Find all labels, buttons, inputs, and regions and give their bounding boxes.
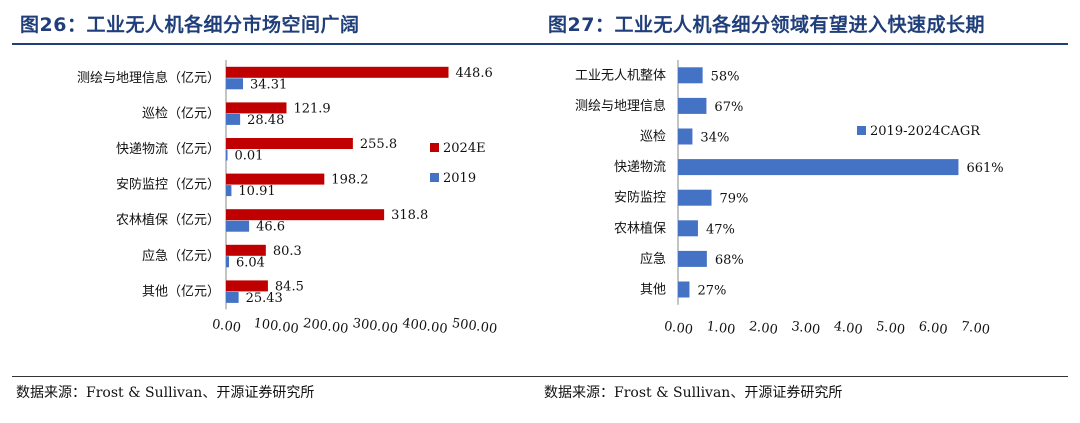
data-label: 6.04 [236, 255, 265, 270]
data-label: 80.3 [273, 244, 302, 259]
data-label: 34.31 [250, 77, 287, 92]
data-label: 47% [706, 222, 735, 237]
x-tick-label: 300.00 [352, 316, 399, 337]
x-tick-label: 0.00 [663, 319, 694, 338]
source-divider [12, 376, 540, 377]
legend-label: 2019-2024CAGR [870, 124, 981, 139]
legend-label: 2019 [443, 171, 476, 186]
data-label: 46.6 [256, 220, 285, 235]
bar-cagr [678, 220, 698, 237]
category-label: 农林植保（亿元） [116, 213, 220, 228]
x-tick-label: 6.00 [918, 319, 949, 338]
bar-2019 [226, 256, 229, 268]
category-label: 安防监控（亿元） [116, 177, 220, 193]
bar-2019 [226, 78, 244, 90]
source-note: 数据来源：Frost & Sullivan、开源证券研究所 [544, 385, 843, 401]
x-tick-label: 500.00 [451, 316, 498, 337]
data-label: 34% [700, 131, 729, 146]
bar-2024E [226, 173, 325, 185]
x-tick-label: 7.00 [960, 319, 991, 338]
x-tick-label: 100.00 [253, 316, 300, 337]
data-label: 27% [697, 284, 726, 299]
category-label: 安防监控 [614, 190, 666, 206]
bar-chart-cagr: 工业无人机整体 58% 测绘与地理信息 67% 巡检 34% 快递物流 661% 安防监控 79%… [575, 60, 1004, 338]
bar-2024E [226, 280, 268, 292]
bar-2019 [226, 291, 239, 303]
bar-2024E [226, 66, 449, 78]
data-label: 10.91 [238, 184, 275, 199]
data-label: 0.01 [235, 149, 264, 164]
category-label: 其他（亿元） [142, 284, 220, 299]
legend-swatch [430, 173, 439, 182]
data-label: 79% [720, 192, 749, 207]
bar-2024E [226, 138, 353, 149]
bar-2019 [226, 113, 241, 125]
category-label: 巡检 [640, 130, 666, 145]
x-tick-label: 4.00 [833, 319, 864, 338]
data-label: 84.5 [275, 279, 304, 294]
data-label: 121.9 [293, 101, 330, 116]
bar-2024E [226, 209, 385, 221]
bar-2019 [226, 149, 228, 161]
data-label: 28.48 [247, 113, 284, 128]
legend-label: 2024E [443, 141, 486, 156]
bar-2024E [226, 102, 287, 114]
x-tick-label: 5.00 [875, 319, 906, 338]
category-label: 快递物流 [614, 160, 666, 175]
category-label: 快递物流（亿元） [116, 142, 220, 157]
bar-cagr [678, 128, 693, 145]
x-tick-label: 3.00 [790, 319, 821, 338]
title-divider [540, 43, 1068, 45]
data-label: 25.43 [246, 291, 283, 306]
bar-2019 [226, 185, 232, 197]
legend-swatch [430, 143, 439, 152]
bar-cagr [678, 281, 690, 298]
category-label: 应急（亿元） [142, 248, 220, 264]
x-tick-label: 2.00 [748, 319, 779, 338]
data-label: 318.8 [391, 208, 428, 223]
chart-panel-market-size: 图26：工业无人机各细分市场空间广阔 测绘与地理信息（亿元） 448.6 34.31… [12, 0, 540, 423]
data-label: 198.2 [331, 173, 368, 188]
title-divider [12, 43, 540, 45]
legend-swatch [857, 126, 866, 135]
bar-2024E [226, 244, 266, 256]
category-label: 应急 [640, 251, 666, 267]
category-label: 测绘与地理信息（亿元） [77, 70, 220, 86]
chart-title: 图26：工业无人机各细分市场空间广阔 [20, 14, 360, 36]
data-label: 448.6 [456, 66, 493, 81]
x-tick-label: 0.00 [211, 317, 242, 336]
data-label: 58% [711, 69, 740, 84]
bar-cagr [678, 97, 707, 114]
chart-panel-cagr: 图27：工业无人机各细分领域有望进入快速成长期 工业无人机整体 58% 测绘与地理信… [540, 0, 1068, 423]
data-label: 661% [966, 161, 1003, 176]
bar-cagr [678, 189, 712, 206]
source-note: 数据来源：Frost & Sullivan、开源证券研究所 [16, 385, 315, 401]
bar-2019 [226, 220, 250, 232]
bar-chart-market-size: 测绘与地理信息（亿元） 448.6 34.31 巡检（亿元） 121.9 28.48 快递物… [77, 60, 498, 337]
chart-title: 图27：工业无人机各细分领域有望进入快速成长期 [548, 14, 985, 36]
bar-cagr [678, 250, 707, 267]
data-label: 255.8 [360, 137, 397, 152]
bar-cagr [678, 67, 703, 84]
x-tick-label: 400.00 [401, 316, 448, 337]
data-label: 67% [714, 100, 743, 115]
x-tick-label: 1.00 [706, 319, 737, 338]
category-label: 农林植保 [614, 221, 666, 236]
category-label: 巡检（亿元） [142, 106, 220, 121]
category-label: 工业无人机整体 [575, 68, 666, 83]
data-label: 68% [715, 253, 744, 268]
bar-cagr [678, 159, 959, 176]
source-divider [540, 376, 1068, 377]
category-label: 测绘与地理信息 [575, 98, 666, 114]
category-label: 其他 [640, 283, 666, 298]
x-tick-label: 200.00 [302, 316, 349, 337]
